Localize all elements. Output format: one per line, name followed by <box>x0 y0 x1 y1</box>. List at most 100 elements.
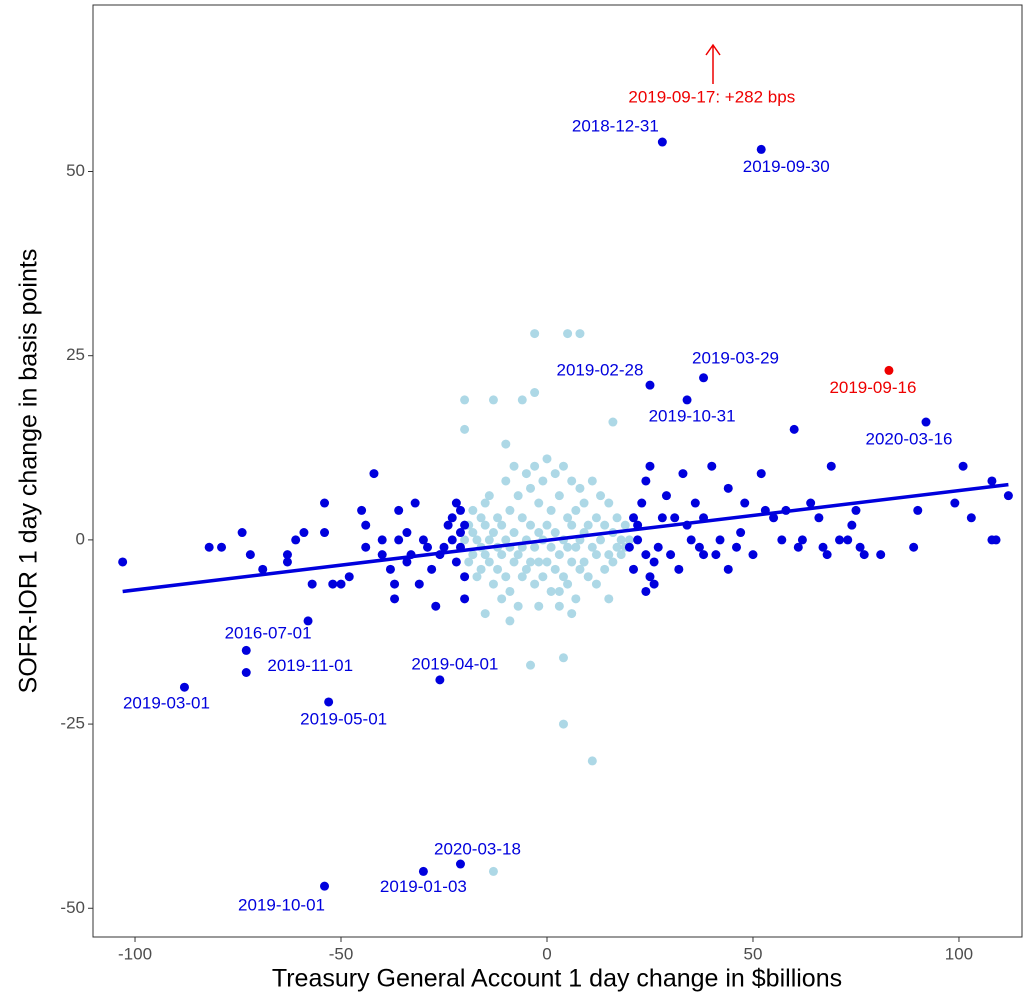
point <box>517 513 527 523</box>
annotation: 2016-07-01 <box>225 623 312 642</box>
point <box>575 483 585 493</box>
point <box>674 564 684 574</box>
point <box>575 564 585 574</box>
point <box>320 528 330 538</box>
point <box>501 572 511 582</box>
point <box>567 557 577 567</box>
point <box>361 542 371 552</box>
point <box>291 535 301 545</box>
point <box>558 461 568 471</box>
point <box>789 424 799 434</box>
point <box>723 564 733 574</box>
point <box>390 579 400 589</box>
point <box>484 535 494 545</box>
point <box>921 417 931 427</box>
point <box>591 550 601 560</box>
point <box>497 550 507 560</box>
point <box>600 564 610 574</box>
point <box>645 572 655 582</box>
point <box>480 550 490 560</box>
point <box>645 380 655 390</box>
point <box>690 498 700 508</box>
y-tick-label: 50 <box>66 161 85 180</box>
point <box>847 520 857 530</box>
point <box>484 557 494 567</box>
point <box>443 520 453 530</box>
arrow <box>705 43 721 84</box>
point <box>715 535 725 545</box>
point <box>641 586 651 596</box>
point <box>439 542 449 552</box>
point <box>245 550 255 560</box>
point <box>526 520 536 530</box>
point <box>587 542 597 552</box>
point <box>538 476 548 486</box>
point <box>546 542 556 552</box>
point <box>657 513 667 523</box>
annotation: 2019-09-30 <box>743 157 830 176</box>
point <box>579 557 589 567</box>
point <box>567 609 577 619</box>
point <box>554 586 564 596</box>
point <box>604 498 614 508</box>
point <box>460 520 470 530</box>
point <box>678 469 688 479</box>
point <box>530 388 540 398</box>
point <box>455 528 465 538</box>
point <box>460 535 470 545</box>
panel-border <box>92 4 1023 938</box>
point <box>517 395 527 405</box>
annotation: 2019-03-01 <box>123 694 210 713</box>
point <box>530 461 540 471</box>
point <box>633 535 643 545</box>
point <box>526 557 536 567</box>
annotation: 2019-09-17: +282 bps <box>628 87 795 106</box>
point <box>612 542 622 552</box>
point <box>567 476 577 486</box>
point <box>587 756 597 766</box>
point <box>777 535 787 545</box>
point <box>966 513 976 523</box>
point <box>913 505 923 515</box>
point <box>505 586 515 596</box>
point <box>488 395 498 405</box>
point <box>484 491 494 501</box>
point <box>657 137 667 147</box>
point <box>826 461 836 471</box>
point <box>435 675 445 685</box>
point <box>542 454 552 464</box>
point <box>480 609 490 619</box>
annotation: 2019-11-01 <box>267 656 353 675</box>
point <box>402 528 412 538</box>
point <box>950 498 960 508</box>
point <box>237 528 247 538</box>
point <box>324 697 334 707</box>
point <box>909 542 919 552</box>
point <box>455 505 465 515</box>
point <box>670 513 680 523</box>
annotation: 2019-01-03 <box>380 877 467 896</box>
point <box>958 461 968 471</box>
point <box>468 550 478 560</box>
point <box>394 535 404 545</box>
point <box>468 528 478 538</box>
point <box>509 461 519 471</box>
point <box>629 513 639 523</box>
point <box>501 439 511 449</box>
point <box>649 557 659 567</box>
point <box>851 505 861 515</box>
point <box>526 660 536 670</box>
point <box>377 535 387 545</box>
point <box>488 866 498 876</box>
annotation: 2019-10-31 <box>649 406 736 425</box>
y-axis-title: SOFR-IOR 1 day change in basis points <box>15 249 43 694</box>
annotation: 2019-09-16 <box>829 378 916 397</box>
annotation: 2019-05-01 <box>300 709 387 728</box>
point <box>427 564 437 574</box>
point <box>385 564 395 574</box>
point <box>666 550 676 560</box>
point <box>455 859 465 869</box>
point <box>258 564 268 574</box>
